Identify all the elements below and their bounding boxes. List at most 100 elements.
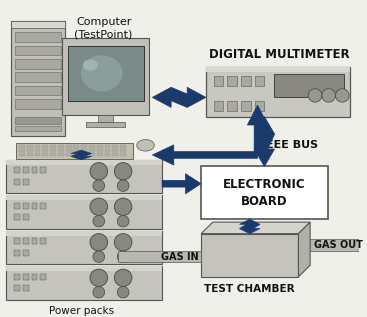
Circle shape bbox=[308, 89, 322, 102]
Bar bbox=[19, 145, 25, 148]
Bar bbox=[120, 145, 126, 148]
Bar bbox=[241, 76, 251, 86]
Bar bbox=[214, 76, 224, 86]
Bar bbox=[6, 195, 162, 229]
Circle shape bbox=[117, 215, 129, 227]
Bar bbox=[112, 149, 118, 152]
Bar bbox=[6, 231, 162, 264]
Bar bbox=[105, 153, 110, 156]
Text: GAS IN: GAS IN bbox=[161, 252, 199, 262]
Ellipse shape bbox=[83, 60, 98, 71]
Ellipse shape bbox=[81, 55, 123, 92]
Bar bbox=[105, 145, 110, 148]
Bar bbox=[6, 266, 162, 300]
Text: ELECTRONIC
BOARD: ELECTRONIC BOARD bbox=[223, 178, 306, 208]
Bar bbox=[14, 203, 20, 209]
Bar bbox=[201, 234, 298, 277]
Bar bbox=[255, 101, 264, 111]
Bar bbox=[6, 160, 162, 165]
Ellipse shape bbox=[137, 139, 154, 151]
Circle shape bbox=[115, 234, 132, 251]
Bar bbox=[66, 153, 72, 156]
Polygon shape bbox=[201, 222, 310, 234]
Text: GAS OUT: GAS OUT bbox=[314, 240, 363, 250]
Bar bbox=[11, 21, 65, 136]
Bar bbox=[27, 153, 33, 156]
Bar bbox=[66, 149, 72, 152]
Bar bbox=[15, 32, 61, 42]
Bar bbox=[120, 153, 126, 156]
Bar bbox=[50, 149, 56, 152]
Bar bbox=[16, 143, 133, 159]
Bar bbox=[19, 149, 25, 152]
Text: Computer
(TestPoint): Computer (TestPoint) bbox=[75, 17, 133, 39]
Bar bbox=[89, 145, 95, 148]
Bar bbox=[66, 145, 72, 148]
Bar bbox=[6, 266, 162, 271]
Bar bbox=[81, 145, 87, 148]
Bar bbox=[6, 231, 162, 236]
Circle shape bbox=[115, 198, 132, 215]
Circle shape bbox=[117, 180, 129, 191]
Bar bbox=[14, 274, 20, 280]
Bar bbox=[58, 145, 64, 148]
Bar bbox=[14, 250, 20, 256]
Bar bbox=[97, 149, 103, 152]
Bar bbox=[98, 115, 113, 122]
Bar bbox=[14, 214, 20, 220]
Bar bbox=[23, 167, 29, 173]
Circle shape bbox=[322, 89, 335, 102]
Bar bbox=[32, 274, 37, 280]
Bar bbox=[255, 76, 264, 86]
Bar bbox=[89, 153, 95, 156]
Bar bbox=[58, 153, 64, 156]
Bar bbox=[32, 203, 37, 209]
Bar bbox=[14, 285, 20, 291]
Circle shape bbox=[93, 180, 105, 191]
Bar bbox=[97, 145, 103, 148]
Text: IEEE BUS: IEEE BUS bbox=[262, 140, 319, 150]
Bar bbox=[118, 251, 201, 262]
Bar bbox=[73, 145, 79, 148]
Polygon shape bbox=[240, 219, 260, 234]
Bar bbox=[40, 203, 46, 209]
Bar bbox=[228, 76, 237, 86]
Bar bbox=[42, 153, 48, 156]
Bar bbox=[6, 195, 162, 200]
Bar bbox=[15, 46, 61, 55]
Bar bbox=[23, 214, 29, 220]
Polygon shape bbox=[152, 87, 206, 107]
Text: DIGITAL MULTIMETER: DIGITAL MULTIMETER bbox=[209, 48, 349, 61]
Bar bbox=[14, 167, 20, 173]
Bar bbox=[241, 101, 251, 111]
Bar bbox=[40, 238, 46, 244]
Text: Power packs: Power packs bbox=[49, 306, 114, 316]
Circle shape bbox=[93, 251, 105, 262]
Circle shape bbox=[93, 287, 105, 298]
Bar bbox=[81, 149, 87, 152]
Circle shape bbox=[90, 163, 108, 180]
Bar bbox=[23, 179, 29, 185]
Bar bbox=[274, 74, 344, 97]
Polygon shape bbox=[254, 117, 275, 166]
Bar bbox=[23, 203, 29, 209]
Bar bbox=[27, 149, 33, 152]
Bar bbox=[32, 167, 37, 173]
Circle shape bbox=[90, 269, 108, 287]
Bar bbox=[206, 67, 350, 117]
Bar bbox=[120, 149, 126, 152]
Bar bbox=[214, 101, 224, 111]
Bar bbox=[32, 238, 37, 244]
Circle shape bbox=[90, 198, 108, 215]
Bar bbox=[73, 153, 79, 156]
Bar bbox=[97, 153, 103, 156]
Bar bbox=[6, 160, 162, 193]
Bar bbox=[15, 72, 61, 82]
Bar bbox=[68, 46, 143, 101]
Bar bbox=[112, 153, 118, 156]
Bar bbox=[15, 86, 61, 95]
Bar bbox=[34, 145, 40, 148]
Bar bbox=[15, 126, 61, 131]
Bar bbox=[15, 59, 61, 68]
Bar bbox=[27, 145, 33, 148]
